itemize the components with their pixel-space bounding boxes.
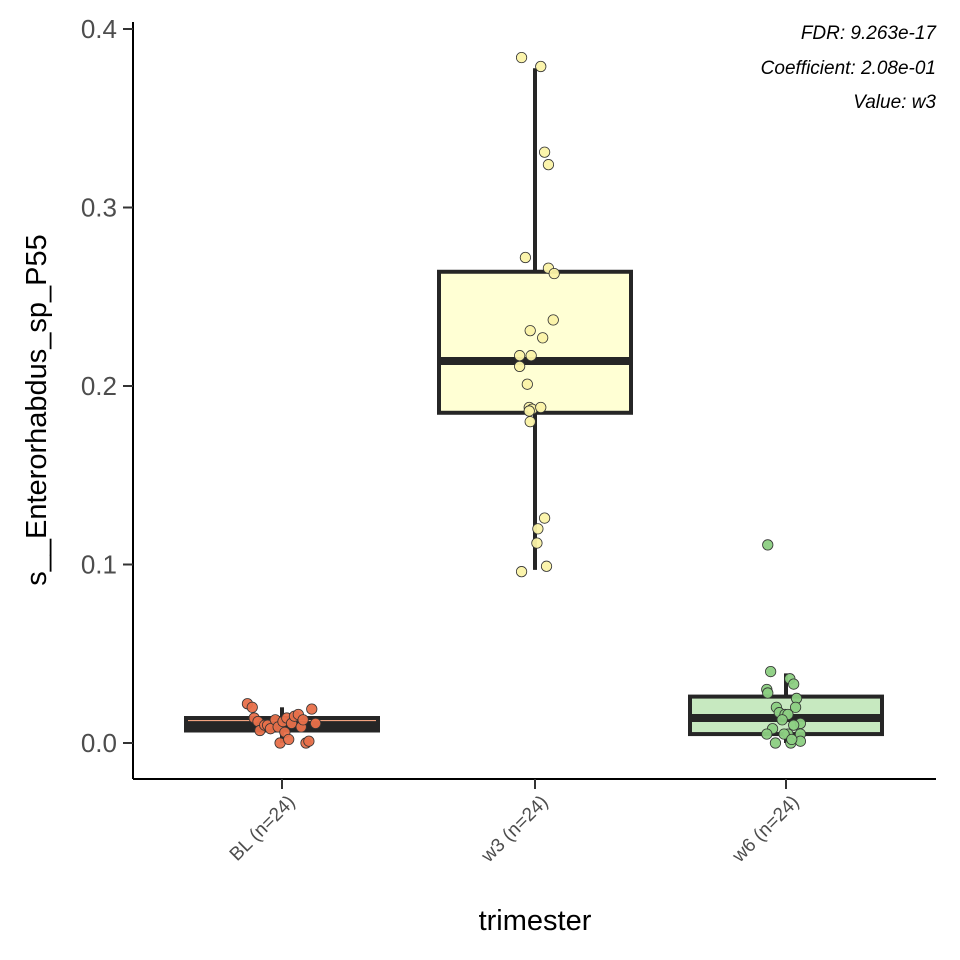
x-axis-title: trimester	[479, 905, 592, 937]
data-point-1-7	[547, 314, 559, 326]
data-point-2-1	[765, 665, 777, 678]
data-point-1-8	[524, 325, 536, 337]
data-point-1-23	[523, 405, 535, 417]
data-point-2-16	[761, 728, 773, 740]
data-point-1-20	[531, 537, 543, 549]
data-point-1-22	[515, 566, 528, 578]
data-point-1-16	[535, 401, 547, 414]
y-tick-label: 0.3	[81, 193, 117, 223]
data-point-1-6	[548, 267, 560, 280]
boxes-layer	[184, 68, 884, 743]
box-iqr	[437, 269, 633, 415]
data-point-2-8	[789, 701, 802, 713]
data-point-1-18	[538, 512, 551, 524]
data-point-1-9	[537, 332, 549, 344]
data-point-0-14	[283, 733, 295, 746]
data-point-1-13	[521, 378, 533, 390]
x-tick-label: w6 (n=24)	[728, 792, 804, 868]
data-point-2-14	[788, 719, 800, 731]
data-point-1-0	[515, 51, 528, 64]
annotations-layer: FDR: 9.263e-17 Coefficient: 2.08e-01 Val…	[761, 23, 938, 113]
data-point-1-19	[532, 523, 544, 535]
points-layer	[241, 51, 807, 749]
data-point-0-23	[309, 717, 322, 729]
data-point-1-21	[540, 560, 553, 572]
annotation-coefficient: Coefficient: 2.08e-01	[761, 58, 936, 79]
data-point-0-22	[306, 703, 318, 715]
data-point-1-4	[519, 251, 532, 264]
data-point-0-19	[297, 714, 309, 726]
data-point-2-23	[786, 733, 798, 746]
data-point-1-11	[525, 350, 537, 362]
y-tick-label: 0.0	[81, 728, 117, 758]
data-point-1-17	[524, 416, 536, 428]
data-point-2-12	[776, 714, 788, 726]
y-tick-label: 0.2	[81, 371, 117, 401]
y-tick-label: 0.4	[81, 14, 117, 44]
data-point-2-19	[769, 737, 782, 749]
axes-layer: 0.0 0.1 0.2 0.3 0.4 BL (n=24) w3 (n=24) w6 (n=2…	[81, 14, 936, 867]
data-point-1-12	[514, 360, 526, 372]
x-tick-label: w3 (n=24)	[477, 792, 553, 868]
annotation-value: Value: w3	[853, 92, 936, 113]
annotation-fdr: FDR: 9.263e-17	[801, 23, 938, 44]
data-point-2-5	[762, 687, 774, 699]
x-tick-label: BL (n=24)	[226, 792, 300, 866]
data-point-1-2	[538, 146, 551, 158]
data-point-1-1	[535, 60, 547, 73]
data-point-1-10	[514, 350, 526, 362]
data-point-0-1	[246, 701, 258, 713]
data-point-2-0	[762, 539, 774, 551]
box-group-1	[437, 68, 633, 570]
data-point-2-3	[788, 678, 800, 690]
data-point-2-22	[778, 728, 790, 740]
y-axis-title: s__Enterorhabdus_sp_P55	[21, 234, 53, 585]
y-tick-label: 0.1	[81, 550, 117, 580]
data-point-0-21	[303, 735, 315, 747]
data-point-1-3	[542, 159, 555, 171]
